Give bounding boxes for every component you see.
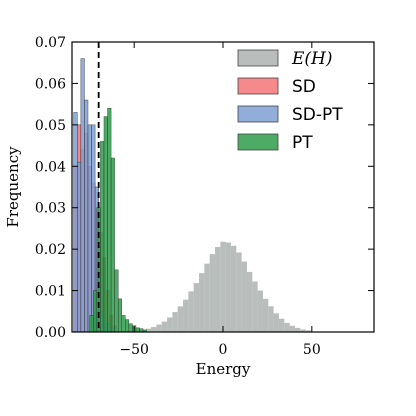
y-tick-label: 0.00	[35, 325, 66, 341]
y-tick-label: 0.05	[35, 118, 66, 134]
y-axis-title: Frequency	[4, 146, 22, 228]
histogram-bar	[89, 315, 94, 333]
histogram-bar	[145, 328, 152, 332]
histogram-bar	[262, 298, 269, 332]
x-tick-label: −50	[119, 342, 149, 358]
histogram-bar	[236, 252, 242, 332]
histogram-bar	[103, 116, 108, 333]
histogram-bar	[107, 108, 112, 333]
histogram-bar	[100, 141, 105, 333]
histogram-bar	[128, 323, 133, 333]
histogram-bar	[209, 254, 216, 332]
histogram-bar	[294, 327, 301, 332]
histogram-bar	[188, 291, 194, 332]
legend-label: PT	[292, 133, 313, 153]
histogram-bar	[177, 306, 184, 332]
x-axis-ticks: −50 0 50	[119, 42, 321, 358]
histogram-bar	[289, 325, 295, 332]
y-tick-label: 0.02	[35, 242, 66, 258]
legend-swatch	[237, 77, 279, 95]
histogram-bar	[199, 273, 205, 332]
legend-swatch	[237, 105, 279, 123]
y-tick-label: 0.07	[35, 35, 66, 51]
histogram-bar	[73, 112, 78, 333]
x-tick-label: 0	[219, 342, 228, 358]
histogram-bar	[246, 271, 253, 332]
histogram-bar	[230, 245, 237, 332]
legend-swatch	[237, 49, 279, 67]
histogram-bar	[77, 161, 82, 333]
histogram-bar	[80, 58, 85, 333]
x-tick-label: 50	[303, 342, 321, 358]
y-tick-label: 0.03	[35, 201, 66, 217]
y-tick-label: 0.06	[35, 76, 66, 92]
legend-label: SD	[292, 77, 316, 97]
histogram-bar	[151, 327, 157, 332]
series-e-h-	[140, 241, 311, 332]
legend-label: E(H)	[291, 49, 333, 69]
histogram-bar	[183, 299, 189, 332]
histogram-bar	[284, 322, 290, 332]
histogram-bar	[220, 241, 226, 332]
histogram-bar	[204, 263, 210, 332]
y-tick-label: 0.04	[35, 159, 66, 175]
histogram-bar	[215, 247, 221, 332]
histogram-bar	[84, 99, 89, 333]
histogram-bar	[125, 319, 130, 333]
histogram-bar	[278, 318, 285, 332]
histogram-bar	[193, 283, 200, 332]
histogram-bar	[305, 330, 311, 332]
histogram-bar	[117, 298, 122, 333]
histogram-bar	[273, 313, 279, 332]
legend: E(H) SD SD-PT PT	[237, 49, 343, 153]
histogram-bar	[161, 321, 168, 332]
histogram-bar	[135, 327, 140, 333]
histogram-bar	[257, 290, 263, 332]
legend-swatch	[237, 133, 279, 151]
histogram-bar	[110, 157, 115, 333]
histogram-bar	[241, 261, 247, 332]
histogram-bar	[156, 324, 162, 332]
x-axis-title: Energy	[196, 360, 251, 378]
y-tick-label: 0.01	[35, 284, 66, 300]
histogram-bar	[114, 269, 119, 333]
histogram-bar	[225, 242, 231, 332]
histogram-bar	[172, 312, 178, 332]
histogram-bar	[300, 329, 306, 332]
histogram-bar	[167, 317, 173, 332]
histogram-bar	[87, 124, 92, 333]
y-axis-ticks: 0.00 0.01 0.02 0.03 0.04 0.05 0.06 0.07	[35, 35, 374, 341]
legend-label: SD-PT	[292, 105, 343, 125]
histogram-bar	[93, 290, 98, 333]
histogram-bar	[121, 315, 126, 333]
histogram-bar	[252, 281, 258, 332]
histogram-bar	[268, 306, 274, 332]
